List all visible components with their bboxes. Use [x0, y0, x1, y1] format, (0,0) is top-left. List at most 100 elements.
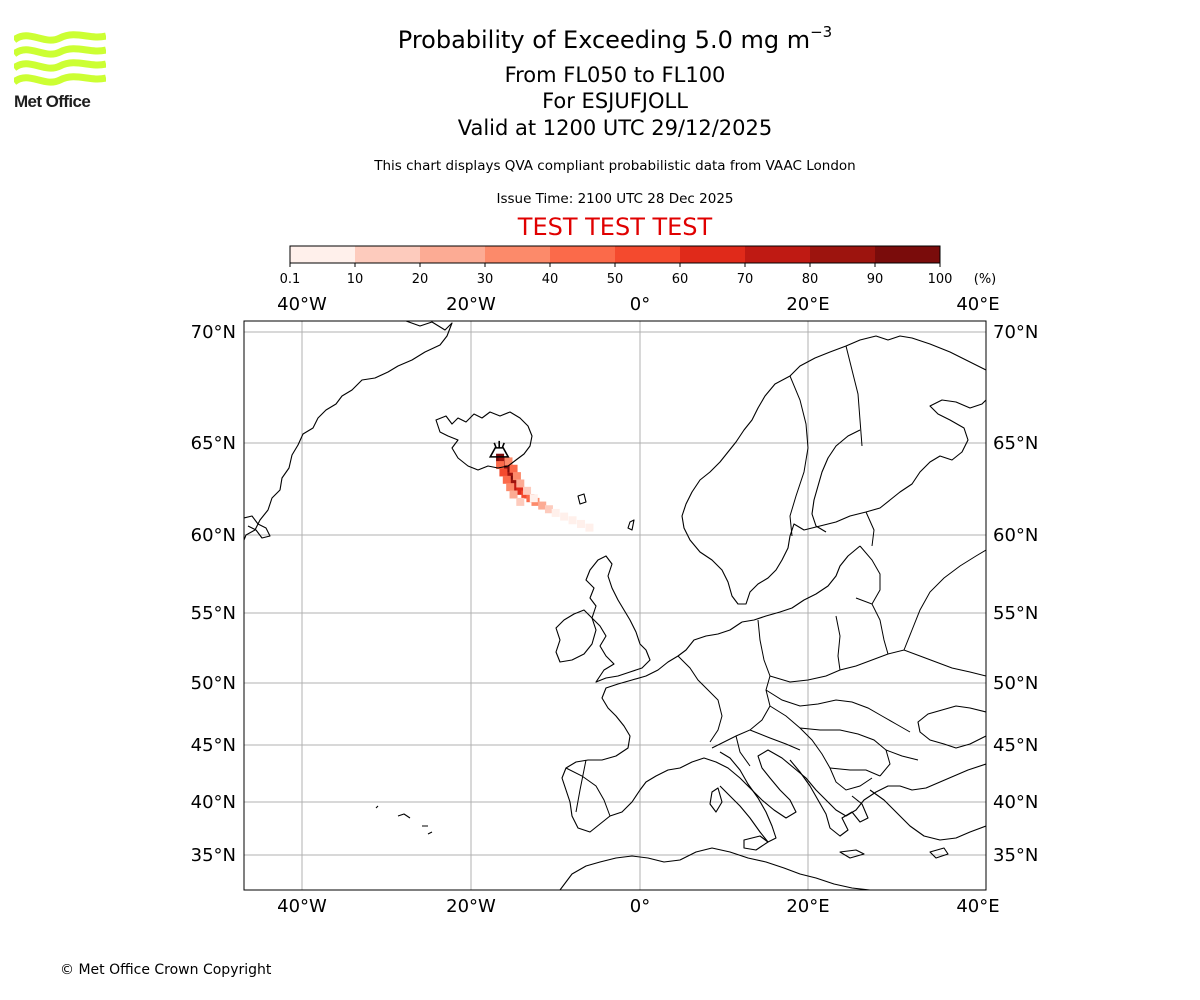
lat-tick-label: 55°N — [191, 603, 236, 624]
plume-cell — [529, 494, 538, 503]
border-path — [765, 689, 911, 733]
border-path — [859, 511, 881, 605]
colorbar-tick-label: 20 — [412, 272, 429, 287]
anatolia-coast — [869, 789, 986, 841]
plume-cell — [509, 490, 518, 499]
plume-cell — [568, 516, 577, 525]
lon-tick-label: 40°W — [277, 294, 327, 315]
chart-title: Probability of Exceeding 5.0 mg m−3 — [0, 23, 1200, 54]
ash-plume — [496, 453, 594, 532]
lat-tick-label: 35°N — [191, 845, 236, 866]
lat-tick-label: 55°N — [993, 603, 1038, 624]
valid-time: Valid at 1200 UTC 29/12/2025 — [457, 116, 773, 140]
colorbar-segment — [615, 246, 681, 263]
plume-cell — [585, 523, 594, 532]
ireland-coast — [555, 609, 597, 663]
balkans-greece — [789, 759, 869, 837]
great-britain-coast — [585, 555, 651, 683]
met-office-wave-icon — [11, 31, 107, 86]
lat-tick-label: 45°N — [191, 735, 236, 756]
border-path — [565, 759, 611, 817]
volcano-icon — [488, 440, 510, 458]
colorbar-segment — [550, 246, 616, 263]
lon-tick-label: 0° — [630, 294, 650, 315]
faroe-islands — [577, 493, 587, 505]
plume-cell — [544, 505, 553, 514]
copyright-notice: © Met Office Crown Copyright — [60, 962, 272, 978]
italy-coast — [719, 751, 777, 843]
lat-tick-label: 70°N — [191, 322, 236, 343]
lon-tick-label: 20°W — [446, 896, 496, 917]
title-text: Probability of Exceeding 5.0 mg m — [397, 26, 811, 54]
lat-tick-label: 40°N — [191, 792, 236, 813]
lat-tick-label: 40°N — [993, 792, 1038, 813]
colorbar-tick-label: 70 — [737, 272, 754, 287]
met-office-logo: Met Office — [11, 30, 107, 112]
colorbar: 0.1 10 20 30 40 50 60 70 80 90 100 (%) — [280, 245, 996, 287]
lon-tick-label: 20°E — [786, 896, 829, 917]
flight-level-range: From FL050 to FL100 — [504, 63, 726, 87]
iceland-coast — [435, 411, 533, 471]
lat-tick-label: 45°N — [993, 735, 1038, 756]
plume-cell — [509, 464, 518, 473]
colorbar-segment — [485, 246, 551, 263]
border-path — [769, 705, 873, 791]
plume-cell — [512, 472, 521, 481]
plume-cell — [516, 486, 525, 495]
volcano-name: For ESJUFJOLL — [542, 89, 688, 113]
lat-tick-label: 50°N — [993, 673, 1038, 694]
colorbar-tick-label: 60 — [672, 272, 689, 287]
colorbar-segment — [680, 246, 746, 263]
plume-cell — [504, 457, 513, 466]
plume-cell — [523, 486, 532, 495]
black-sea — [917, 705, 986, 749]
lon-tick-label: 40°W — [277, 896, 327, 917]
latitude-labels-left: 70°N 65°N 60°N 55°N 50°N 45°N 40°N 35°N — [191, 322, 236, 866]
issue-time: Issue Time: 2100 UTC 28 Dec 2025 — [496, 191, 734, 207]
colorbar-tick-label: 0.1 — [280, 272, 301, 287]
colorbar-tick-label: 50 — [607, 272, 624, 287]
colorbar-segment — [290, 246, 356, 263]
title-superscript: −3 — [810, 23, 833, 41]
plume-cell — [516, 479, 525, 488]
coastlines — [244, 321, 986, 890]
graticule — [244, 321, 986, 890]
africa-coast — [559, 847, 871, 890]
map-background — [244, 321, 986, 890]
plume-cell — [576, 519, 585, 528]
lat-tick-label: 35°N — [993, 845, 1038, 866]
lon-tick-label: 0° — [630, 896, 650, 917]
border-path — [799, 727, 891, 777]
plume-cell — [506, 483, 515, 492]
border-path — [769, 649, 986, 683]
lat-tick-label: 60°N — [993, 525, 1038, 546]
colorbar-segment — [355, 246, 421, 263]
scandinavia-coast — [681, 335, 986, 605]
colorbar-tick-label: 100 — [928, 272, 953, 287]
volcano-icon-shape — [488, 440, 510, 458]
subtitle: This chart displays QVA compliant probab… — [374, 158, 856, 174]
colorbar-segment — [875, 246, 941, 263]
lat-tick-label: 50°N — [191, 673, 236, 694]
crete — [839, 849, 865, 859]
border-path — [829, 749, 919, 777]
plume-cell — [499, 468, 508, 477]
lat-tick-label: 60°N — [191, 525, 236, 546]
lon-tick-label: 20°W — [446, 294, 496, 315]
colorbar-tick-label: 40 — [542, 272, 559, 287]
azores — [375, 805, 433, 835]
border-path — [789, 345, 863, 537]
border-path — [735, 729, 801, 767]
colorbar-segment — [420, 246, 486, 263]
lat-tick-label: 65°N — [993, 433, 1038, 454]
latitude-labels-right: 70°N 65°N 60°N 55°N 50°N 45°N 40°N 35°N — [993, 322, 1038, 866]
gulf-of-bothnia — [811, 429, 861, 533]
cyprus — [929, 847, 949, 859]
colorbar-tick-label: 10 — [347, 272, 364, 287]
lon-tick-label: 20°E — [786, 294, 829, 315]
continental-coast — [561, 621, 986, 833]
longitude-labels-top: 40°W 20°W 0° 20°E 40°E — [277, 294, 999, 315]
lat-tick-label: 70°N — [993, 322, 1038, 343]
plume-cell — [496, 461, 505, 470]
